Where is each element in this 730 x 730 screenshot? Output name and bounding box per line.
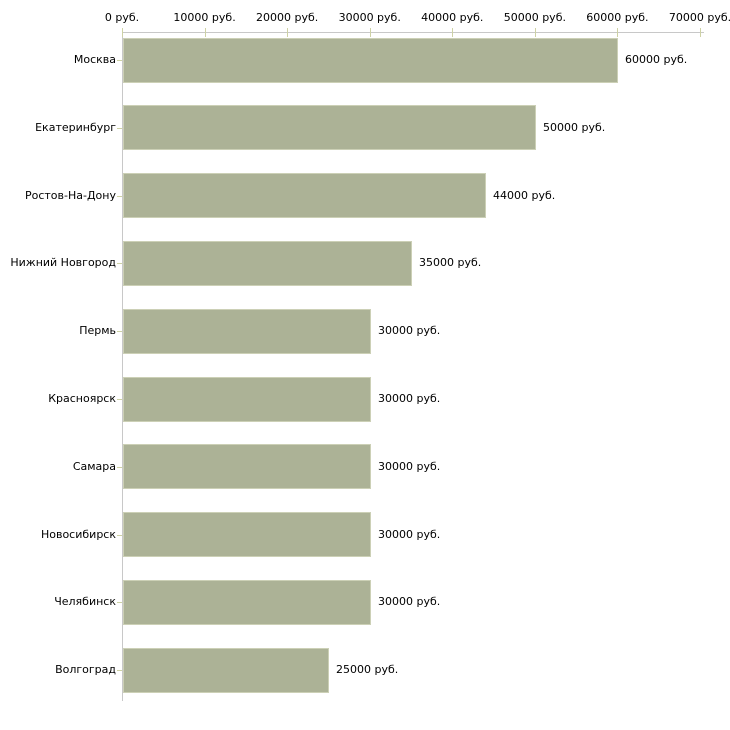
bar <box>123 240 412 286</box>
value-label: 30000 руб. <box>378 527 441 541</box>
category-label: Москва <box>73 53 116 66</box>
value-label: 30000 руб. <box>378 595 441 609</box>
x-axis-tick <box>617 28 619 37</box>
value-label: 50000 руб. <box>543 120 606 134</box>
bar <box>123 37 618 83</box>
y-axis-tick <box>117 60 122 61</box>
x-axis-tick <box>204 28 206 37</box>
bar <box>123 647 329 693</box>
value-label: 35000 руб. <box>419 256 482 270</box>
x-axis-tick-label: 0 руб. <box>104 11 140 24</box>
bar <box>123 105 536 151</box>
y-axis-tick <box>117 466 122 468</box>
y-axis-tick <box>117 602 122 604</box>
bar <box>123 512 371 558</box>
bar <box>123 579 371 625</box>
value-label: 30000 руб. <box>378 459 441 473</box>
bar <box>123 444 371 490</box>
x-axis-tick <box>122 28 123 37</box>
category-label: Волгоград <box>55 663 116 677</box>
bar <box>123 173 486 219</box>
category-label: Челябинск <box>54 595 116 609</box>
y-axis-line <box>122 30 123 701</box>
category-label: Пермь <box>79 324 116 338</box>
category-label: Екатеринбург <box>35 120 116 134</box>
value-label: 60000 руб. <box>625 53 688 66</box>
x-axis-tick <box>452 28 454 37</box>
x-axis-tick-label: 40000 руб. <box>421 11 484 24</box>
category-label: Самара <box>72 459 116 473</box>
x-axis-tick-label: 30000 руб. <box>338 11 401 24</box>
x-axis-tick-label: 10000 руб. <box>173 11 236 24</box>
value-label: 25000 руб. <box>336 663 399 677</box>
y-axis-tick <box>117 263 122 265</box>
category-label: Новосибирск <box>40 527 116 541</box>
bar <box>123 308 371 354</box>
x-axis-tick <box>287 28 289 37</box>
y-axis-tick <box>117 195 122 197</box>
x-axis-tick <box>369 28 371 37</box>
value-label: 30000 руб. <box>378 392 441 405</box>
value-label: 30000 руб. <box>378 324 441 338</box>
category-label: Красноярск <box>48 392 116 405</box>
y-axis-tick <box>117 331 122 333</box>
x-axis-tick <box>700 28 701 37</box>
y-axis-tick <box>117 127 122 129</box>
x-axis-tick-label: 20000 руб. <box>256 11 319 24</box>
x-axis-tick-label: 50000 руб. <box>503 11 566 24</box>
x-axis-tick <box>534 28 536 37</box>
x-axis-tick-label: 60000 руб. <box>586 11 649 24</box>
category-label: Нижний Новгород <box>10 256 116 270</box>
bar <box>123 376 371 422</box>
y-axis-tick <box>117 534 122 536</box>
category-label: Ростов-На-Дону <box>24 188 116 202</box>
y-axis-tick <box>117 670 122 672</box>
x-axis-tick-label: 70000 руб. <box>668 11 730 24</box>
y-axis-tick <box>117 399 122 400</box>
x-axis-line <box>122 32 704 33</box>
value-label: 44000 руб. <box>493 188 556 202</box>
